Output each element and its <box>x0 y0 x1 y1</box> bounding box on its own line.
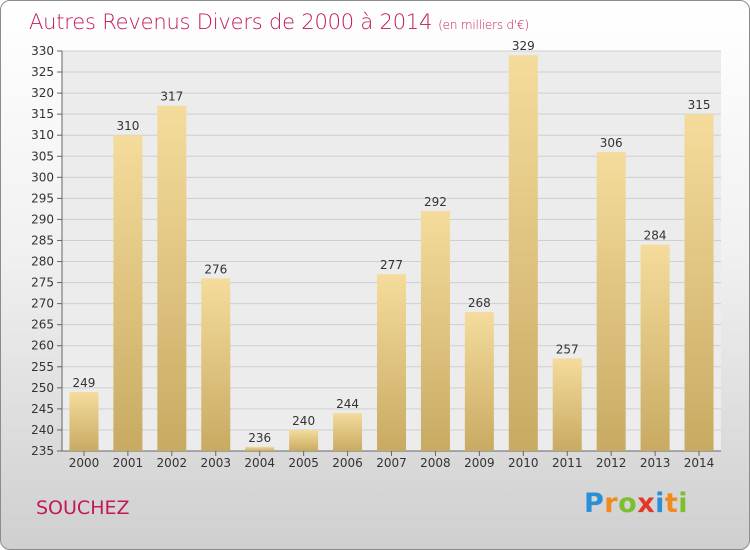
x-tick-label: 2007 <box>376 456 407 470</box>
bar <box>289 429 319 451</box>
x-tick-label: 2010 <box>508 456 539 470</box>
y-tick-label: 235 <box>31 444 54 458</box>
bar <box>508 55 538 452</box>
y-tick-label: 270 <box>31 297 54 311</box>
chart-title: Autres Revenus Divers de 2000 à 2014 (en … <box>29 10 529 34</box>
bar <box>640 244 670 451</box>
logo-letter: x <box>637 488 656 519</box>
x-tick-label: 2013 <box>640 456 671 470</box>
x-tick-label: 2005 <box>288 456 319 470</box>
data-label: 276 <box>204 262 227 276</box>
data-label: 277 <box>380 258 403 272</box>
x-tick-label: 2004 <box>244 456 275 470</box>
y-tick-label: 325 <box>31 65 54 79</box>
data-label: 249 <box>73 376 96 390</box>
y-tick-label: 260 <box>31 339 54 353</box>
x-tick-label: 2003 <box>200 456 231 470</box>
y-tick-label: 295 <box>31 191 54 205</box>
data-label: 310 <box>116 119 139 133</box>
data-label: 329 <box>512 39 535 53</box>
bar <box>684 114 714 451</box>
x-tick-label: 2012 <box>596 456 627 470</box>
y-tick-label: 305 <box>31 149 54 163</box>
data-label: 240 <box>292 414 315 428</box>
y-tick-label: 310 <box>31 128 54 142</box>
x-tick-label: 2014 <box>684 456 715 470</box>
bar <box>113 135 143 452</box>
bar <box>552 358 582 451</box>
logo-letter: i <box>655 488 665 519</box>
x-tick-label: 2011 <box>552 456 583 470</box>
data-label: 257 <box>556 342 579 356</box>
data-label: 306 <box>600 136 623 150</box>
bar <box>377 274 406 451</box>
y-tick-label: 320 <box>31 86 54 100</box>
bar <box>464 312 494 451</box>
data-label: 236 <box>248 431 271 445</box>
logo-letter: r <box>604 488 619 519</box>
bar <box>596 152 626 452</box>
proxiti-logo: Proxiti <box>584 488 688 519</box>
x-tick-label: 2001 <box>113 456 144 470</box>
y-tick-label: 285 <box>31 233 54 247</box>
bar <box>157 105 187 451</box>
bar <box>333 413 363 451</box>
y-tick-label: 315 <box>31 107 54 121</box>
y-tick-label: 275 <box>31 276 54 290</box>
y-tick-label: 300 <box>31 170 54 184</box>
data-label: 244 <box>336 397 359 411</box>
bar <box>245 446 275 451</box>
data-label: 317 <box>160 90 183 104</box>
y-tick-label: 330 <box>31 44 54 58</box>
y-tick-label: 280 <box>31 255 54 269</box>
bar <box>201 278 231 451</box>
y-tick-label: 245 <box>31 402 54 416</box>
x-tick-label: 2008 <box>420 456 451 470</box>
logo-letter: t <box>664 488 679 519</box>
data-label: 315 <box>688 98 711 112</box>
x-tick-label: 2006 <box>332 456 363 470</box>
chart-title-text: Autres Revenus Divers de 2000 à 2014 <box>29 10 433 34</box>
bar <box>420 211 450 451</box>
logo-letter: i <box>678 488 689 519</box>
y-tick-label: 290 <box>31 212 54 226</box>
location-label: SOUCHEZ <box>36 497 130 519</box>
y-tick-label: 240 <box>31 423 54 437</box>
data-label: 292 <box>424 195 447 209</box>
x-tick-label: 2000 <box>69 456 100 470</box>
x-tick-label: 2002 <box>157 456 188 470</box>
y-tick-label: 250 <box>31 381 54 395</box>
y-tick-label: 255 <box>31 360 54 374</box>
data-label: 268 <box>468 296 491 310</box>
logo-letter: o <box>618 488 638 519</box>
chart-subtitle: (en milliers d'€) <box>438 18 529 32</box>
y-tick-label: 265 <box>31 318 54 332</box>
bar <box>69 392 99 451</box>
data-label: 284 <box>644 229 667 243</box>
x-tick-label: 2009 <box>464 456 495 470</box>
logo-letter: P <box>584 488 605 519</box>
